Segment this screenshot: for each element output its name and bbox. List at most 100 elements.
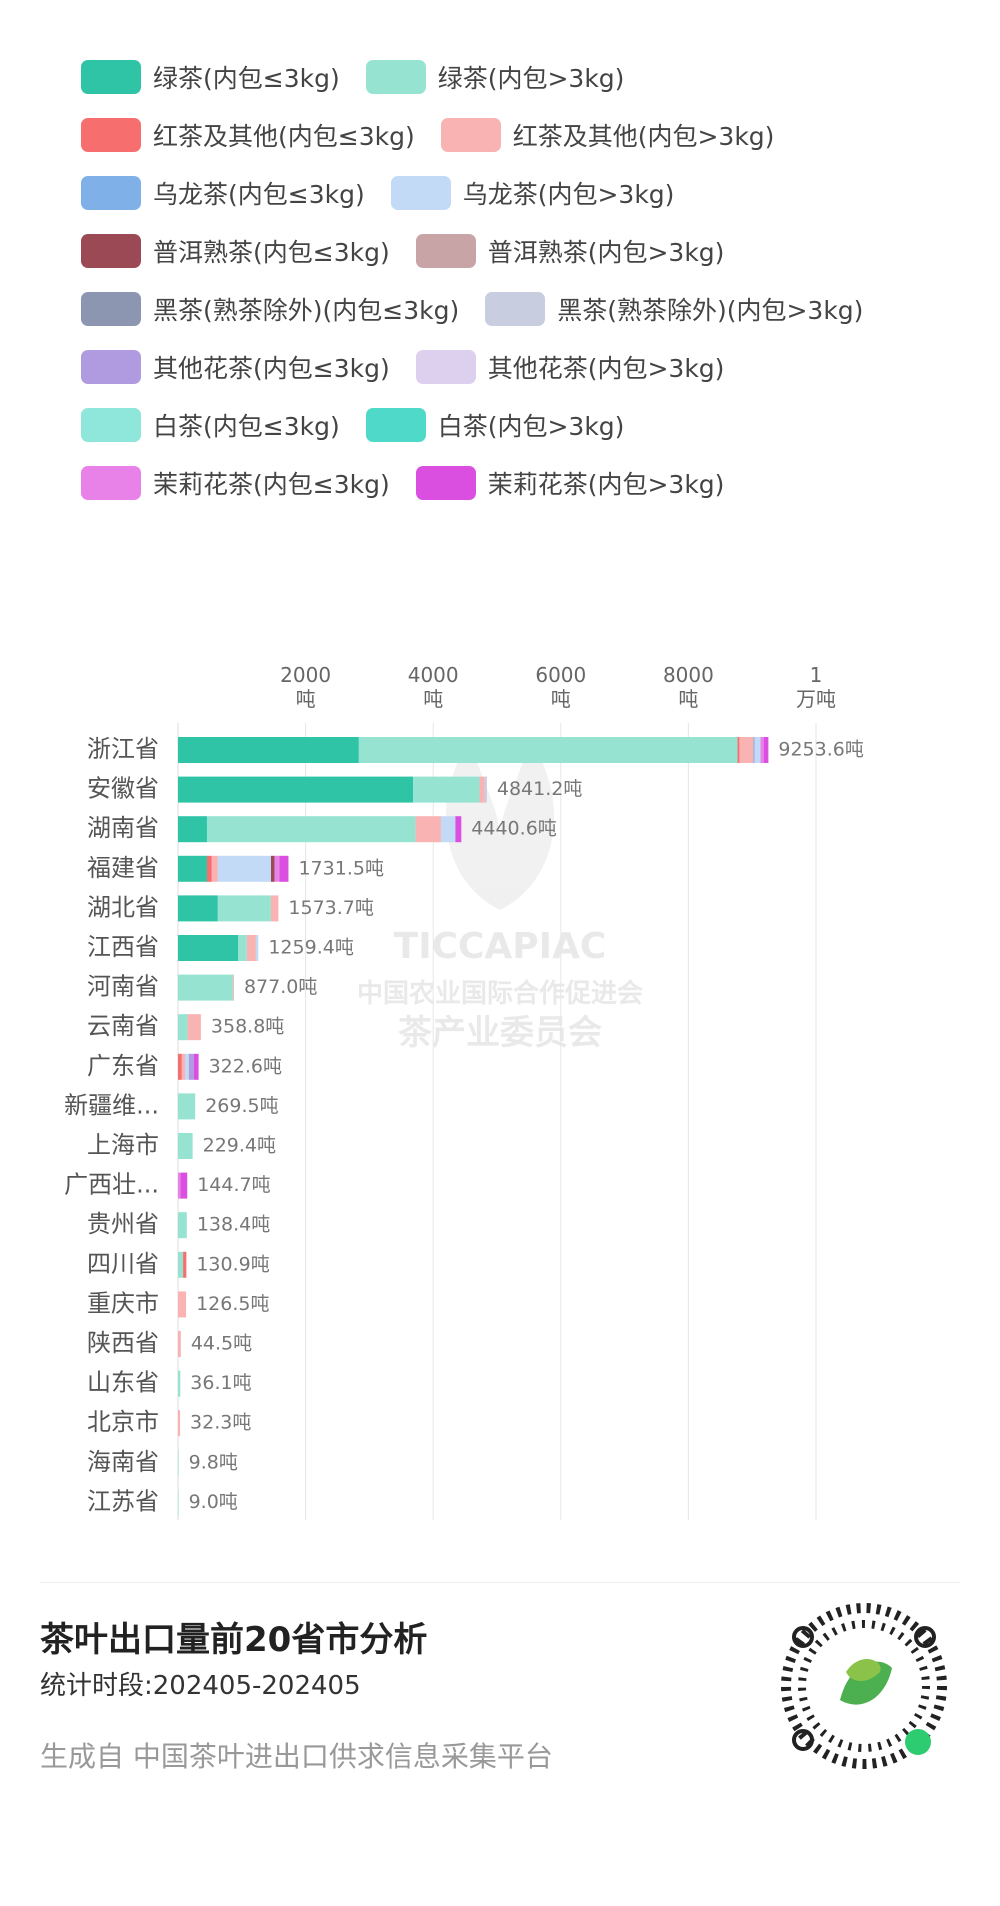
y-tick-label: 云南省 [87, 1012, 159, 1040]
legend-label: 绿茶(内包>3kg) [437, 64, 625, 93]
total-label: 9253.6吨 [778, 739, 863, 761]
total-label: 269.5吨 [205, 1095, 278, 1117]
bar-segment [180, 1172, 188, 1199]
chart-title: 茶叶出口量前20省市分析 [40, 1620, 428, 1660]
total-label: 9.8吨 [189, 1451, 238, 1473]
bar-segment [178, 1133, 193, 1159]
bar-segment [763, 737, 769, 763]
legend: 绿茶(内包≤3kg) 绿茶(内包>3kg) 红茶及其他(内包≤3kg) 红茶及其他(内… [81, 48, 981, 512]
legend-swatch [485, 292, 546, 326]
bar-segment [178, 816, 207, 843]
bar-segment [739, 737, 754, 763]
total-label: 4440.6吨 [471, 818, 556, 840]
legend-label: 茉莉花茶(内包≤3kg) [153, 470, 390, 499]
bar-segment [279, 855, 289, 882]
y-tick-label: 江苏省 [87, 1487, 159, 1515]
y-tick-label: 陕西省 [87, 1329, 159, 1357]
bar-segment [211, 855, 218, 882]
bar-segment [178, 1212, 187, 1239]
bar-segment [255, 935, 259, 961]
legend-item: 红茶及其他(内包>3kg) [440, 117, 774, 153]
total-label: 4841.2吨 [497, 778, 582, 800]
y-tick-label: 上海市 [87, 1131, 159, 1159]
bar-segment [178, 895, 218, 922]
legend-label: 红茶及其他(内包≤3kg) [153, 122, 415, 151]
legend-swatch [415, 234, 476, 268]
y-tick-label: 安徽省 [87, 775, 159, 803]
y-tick-label: 重庆市 [87, 1289, 159, 1317]
total-label: 144.7吨 [197, 1174, 270, 1196]
legend-swatch [81, 466, 141, 500]
x-tick-label: 4000 吨 [407, 663, 459, 711]
legend-label: 茉莉花茶(内包>3kg) [487, 470, 725, 499]
legend-swatch [390, 176, 451, 210]
watermark-text: TICCAPIAC [394, 926, 607, 967]
bar-segment [479, 776, 485, 803]
bar-segment [178, 1251, 184, 1278]
legend-item: 白茶(内包≤3kg) [81, 407, 340, 443]
bar-segment [440, 816, 456, 843]
legend-item: 黑茶(熟茶除外)(内包>3kg) [485, 291, 863, 327]
bar-segment [178, 1370, 181, 1397]
legend-swatch [365, 408, 426, 442]
bar-segment [178, 1489, 179, 1516]
legend-item: 茉莉花茶(内包≤3kg) [81, 465, 390, 501]
y-tick-label: 河南省 [87, 973, 159, 1001]
legend-label: 黑茶(熟茶除外)(内包≤3kg) [153, 296, 460, 325]
legend-item: 白茶(内包>3kg) [365, 407, 625, 443]
total-label: 1731.5吨 [298, 857, 383, 879]
bar-segment [185, 1053, 189, 1080]
legend-swatch [81, 60, 141, 94]
bar-segment [183, 1251, 187, 1278]
x-tick-label: 8000 吨 [662, 663, 714, 711]
legend-label: 其他花茶(内包≤3kg) [153, 354, 390, 383]
legend-swatch [81, 118, 141, 152]
y-tick-label: 贵州省 [87, 1210, 159, 1238]
bar-segment [193, 1053, 199, 1080]
bar-segment [754, 737, 761, 763]
y-tick-label: 四川省 [87, 1250, 159, 1278]
bar-segment [178, 855, 207, 882]
bar-segment [178, 1331, 181, 1357]
bar-segment [178, 1093, 196, 1120]
y-tick-label: 山东省 [87, 1369, 159, 1397]
watermark-text: 茶产业委员会 [398, 1013, 602, 1053]
legend-label: 白茶(内包>3kg) [437, 412, 625, 441]
bar-segment [238, 935, 247, 961]
bar-segment [415, 816, 441, 843]
total-label: 130.9吨 [196, 1253, 269, 1275]
legend-row: 其他花茶(内包≤3kg) 其他花茶(内包>3kg) [81, 338, 981, 396]
legend-item: 普洱熟茶(内包≤3kg) [81, 233, 390, 269]
bar-segment [206, 816, 416, 843]
legend-swatch [415, 466, 476, 500]
legend-item: 乌龙茶(内包>3kg) [390, 175, 674, 211]
x-tick-label: 2000 吨 [280, 663, 332, 711]
y-tick-label: 福建省 [87, 854, 159, 882]
bar-segment [178, 1172, 181, 1199]
x-tick-label: 1 万吨 [796, 663, 836, 711]
bar-segment [737, 737, 740, 763]
bar-segment [187, 1014, 201, 1041]
y-tick-label: 广西壮... [64, 1171, 159, 1199]
y-tick-label: 海南省 [87, 1448, 159, 1476]
bar-segment [753, 737, 755, 763]
legend-swatch [440, 118, 501, 152]
bar-segment [178, 776, 414, 803]
legend-row: 乌龙茶(内包≤3kg) 乌龙茶(内包>3kg) [81, 164, 981, 222]
legend-row: 红茶及其他(内包≤3kg) 红茶及其他(内包>3kg) [81, 106, 981, 164]
legend-item: 黑茶(熟茶除外)(内包≤3kg) [81, 291, 459, 327]
legend-item: 红茶及其他(内包≤3kg) [81, 117, 415, 153]
bar-segment [217, 895, 271, 922]
legend-label: 绿茶(内包≤3kg) [153, 64, 340, 93]
source: 生成自 中国茶叶进出口供求信息采集平台 [40, 1740, 553, 1773]
legend-swatch [81, 292, 141, 326]
legend-swatch [365, 60, 426, 94]
bar-segment [206, 855, 212, 882]
legend-row: 茉莉花茶(内包≤3kg) 茉莉花茶(内包>3kg) [81, 454, 981, 512]
legend-label: 普洱熟茶(内包≤3kg) [153, 238, 390, 267]
total-label: 229.4吨 [203, 1135, 276, 1157]
bar-segment [181, 1053, 186, 1080]
legend-row: 绿茶(内包≤3kg) 绿茶(内包>3kg) [81, 48, 981, 106]
bar-segment [484, 776, 487, 803]
